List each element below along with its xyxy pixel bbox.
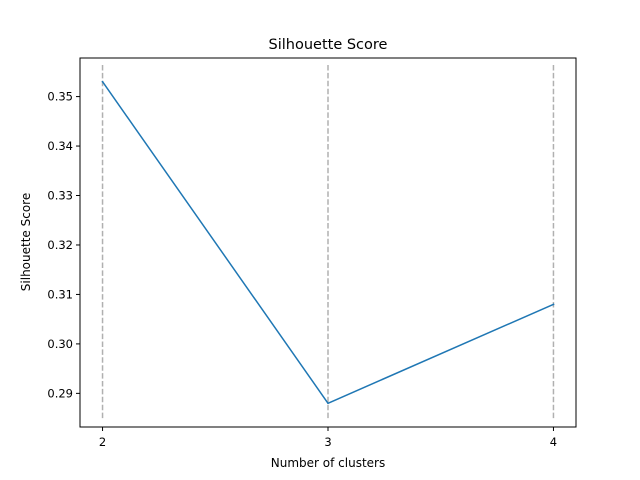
reference-lines [101, 64, 555, 419]
x-tick-label-0: 2 [99, 435, 106, 449]
y-axis-label: Silhouette Score [19, 193, 33, 291]
y-tick-label-0: 0.29 [47, 386, 73, 400]
y-axis-ticks: 0.29 0.30 0.31 0.32 0.33 0.34 0.35 [47, 90, 80, 400]
y-tick-label-2: 0.31 [47, 287, 73, 301]
y-tick-label-6: 0.35 [47, 90, 73, 104]
x-tick-label-2: 4 [550, 435, 557, 449]
chart-title: Silhouette Score [269, 37, 388, 53]
y-tick-label-1: 0.30 [47, 337, 73, 351]
y-tick-label-5: 0.34 [47, 139, 73, 153]
y-tick-label-4: 0.33 [47, 189, 73, 203]
data-point-0-1 [327, 402, 329, 405]
series-layer [101, 80, 555, 405]
data-point-0-0 [101, 80, 104, 83]
y-tick-label-3: 0.32 [47, 238, 73, 252]
x-axis-label: Number of clusters [271, 456, 385, 470]
x-axis-ticks: 2 3 4 [99, 427, 557, 449]
data-point-0-2 [552, 303, 555, 306]
x-tick-label-1: 3 [324, 435, 331, 449]
